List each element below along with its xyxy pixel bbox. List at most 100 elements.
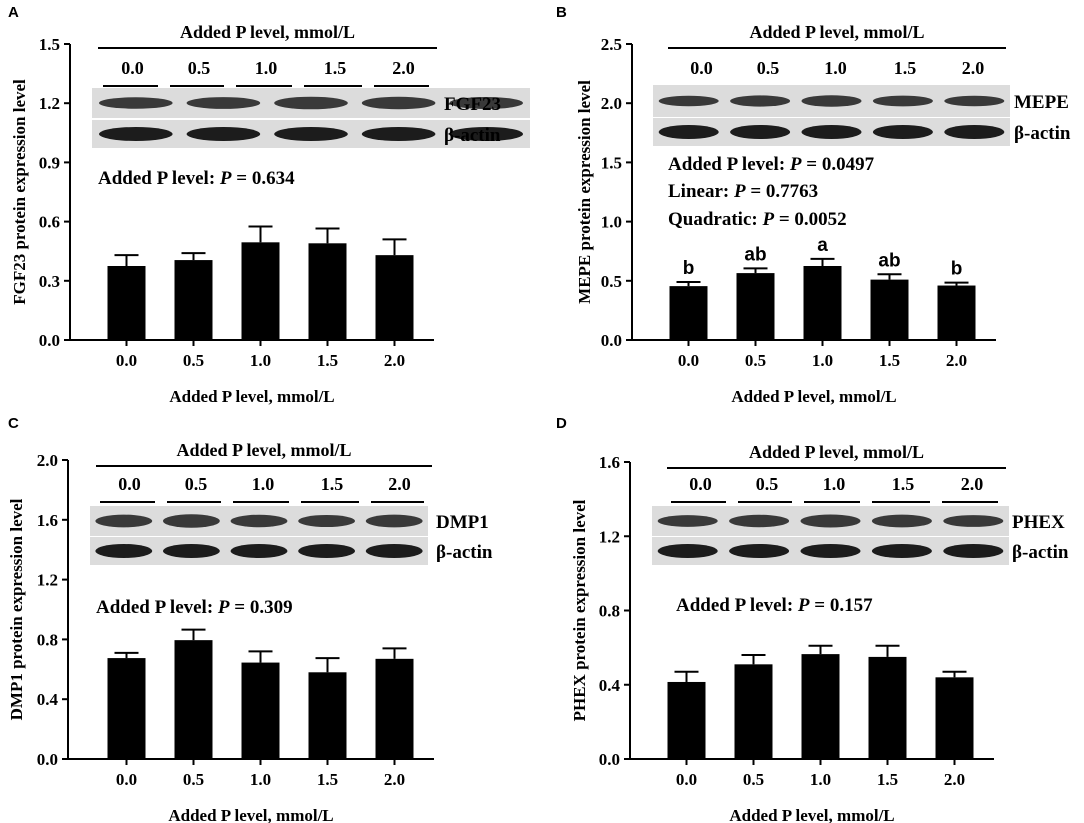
stat-value: = 0.0052 (774, 209, 847, 230)
blot-lane-label: 1.0 (255, 58, 278, 78)
blot-lane-label: 2.0 (961, 474, 984, 494)
y-tick-label: 0.0 (599, 750, 620, 769)
blot-header: Added P level, mmol/L (177, 440, 352, 460)
blot-lane-label: 0.5 (756, 474, 779, 494)
blot-lane-label: 0.5 (757, 58, 780, 78)
stat-line: Added P level: P = 0.309 (96, 597, 293, 618)
panel-letter: A (8, 4, 19, 21)
stat-value: = 0.0497 (802, 154, 875, 175)
blot-band-label: FGF23 (444, 94, 501, 115)
western-blot: Added P level, mmol/L 0.0 0.5 1.0 1.5 2.0 DMP1… (90, 440, 493, 565)
y-tick-label: 2.5 (601, 35, 622, 54)
blot-band (944, 95, 1005, 107)
bar-2.0 (375, 658, 414, 759)
bar-1.5 (870, 279, 909, 340)
blot-band (730, 125, 791, 139)
x-tick-label: 0.5 (745, 351, 766, 370)
blot-lane-label: 1.5 (321, 474, 344, 494)
x-tick-label: 0.0 (116, 351, 137, 370)
blot-lane-label: 2.0 (392, 58, 415, 78)
stat-value: = 0.157 (810, 595, 874, 616)
blot-lane-label: 0.0 (690, 58, 713, 78)
blot-band (230, 514, 288, 528)
y-tick-label: 0.5 (601, 272, 622, 291)
bar-0.5 (174, 640, 213, 759)
stat-label: Quadratic: (668, 209, 762, 230)
blot-band (449, 96, 523, 110)
blot-band (800, 514, 861, 528)
blot-band (658, 125, 719, 139)
blot-band (298, 514, 355, 528)
x-tick-label: 0.0 (678, 351, 699, 370)
stat-p-symbol: P (219, 168, 232, 189)
blot-band (449, 127, 523, 141)
x-tick-label: 1.0 (810, 770, 831, 789)
significance-letter: a (817, 235, 828, 256)
blot-band (298, 544, 355, 558)
blot-band (944, 125, 1005, 139)
stat-label: Linear: (668, 181, 734, 202)
blot-band (163, 544, 220, 558)
y-tick-label: 0.0 (601, 331, 622, 350)
blot-band (99, 97, 173, 109)
blot-band-label: PHEX (1012, 512, 1065, 533)
blot-band-label: MEPE (1014, 92, 1069, 113)
blot-band (801, 95, 862, 107)
x-tick-label: 1.5 (877, 770, 898, 789)
x-tick-label: 2.0 (946, 351, 967, 370)
blot-lane-label: 1.0 (824, 58, 847, 78)
bar-0.0 (107, 266, 146, 340)
blot-band (871, 544, 932, 558)
x-tick-label: 1.0 (250, 351, 271, 370)
y-tick-label: 1.0 (601, 213, 622, 232)
western-blot: Added P level, mmol/L 0.0 0.5 1.0 1.5 2.0 PHEX… (652, 442, 1069, 565)
blot-band (729, 514, 790, 528)
stat-value: = 0.634 (232, 168, 296, 189)
blot-band (230, 544, 288, 558)
y-axis-label: FGF23 protein expression level (10, 79, 29, 305)
panel-letter: D (556, 415, 567, 432)
x-tick-label: 2.0 (384, 770, 405, 789)
blot-lane-label: 2.0 (388, 474, 411, 494)
stat-label: Added P level: (96, 597, 218, 618)
bar-1.0 (241, 662, 280, 759)
panel-letter: B (556, 4, 567, 21)
western-blot: Added P level, mmol/L 0.0 0.5 1.0 1.5 2.0 FGF2… (92, 22, 530, 148)
y-tick-label: 0.4 (599, 676, 621, 695)
blot-lane-label: 1.5 (324, 58, 347, 78)
x-axis-label: Added P level, mmol/L (168, 806, 333, 823)
x-tick-label: 0.5 (743, 770, 764, 789)
x-tick-label: 0.0 (676, 770, 697, 789)
y-tick-label: 1.6 (37, 511, 58, 530)
blot-band (872, 125, 933, 139)
y-tick-label: 1.6 (599, 453, 620, 472)
blot-band (274, 96, 348, 110)
stat-label: Added P level: (668, 154, 790, 175)
blot-band (872, 95, 933, 107)
bar-2.0 (937, 285, 976, 340)
stat-p-symbol: P (797, 595, 810, 616)
significance-letter: ab (878, 250, 900, 271)
blot-header: Added P level, mmol/L (749, 442, 924, 462)
blot-band (95, 544, 153, 558)
bar-0.5 (734, 664, 773, 759)
blot-band (658, 95, 719, 107)
x-axis-label: Added P level, mmol/L (729, 806, 894, 823)
stat-p-symbol: P (217, 597, 230, 618)
stat-line: Added P level: P = 0.0497 (668, 154, 875, 175)
stat-label: Added P level: (98, 168, 220, 189)
bar-1.0 (803, 266, 842, 340)
panel-a: A 0.0 0.3 0.6 0.9 1.2 1.5 FGF23 protein express… (8, 4, 530, 406)
y-tick-label: 1.2 (39, 94, 60, 113)
x-axis-label: Added P level, mmol/L (169, 387, 334, 406)
blot-band (657, 544, 718, 558)
western-blot: Added P level, mmol/L 0.0 0.5 1.0 1.5 2.0 MEPE… (653, 22, 1071, 146)
bar-0.5 (174, 260, 213, 340)
bar-1.5 (868, 656, 907, 759)
blot-header: Added P level, mmol/L (180, 22, 355, 42)
blot-band (365, 514, 423, 528)
blot-band (801, 125, 862, 139)
y-tick-label: 0.8 (599, 602, 620, 621)
stat-line: Added P level: P = 0.634 (98, 168, 295, 189)
